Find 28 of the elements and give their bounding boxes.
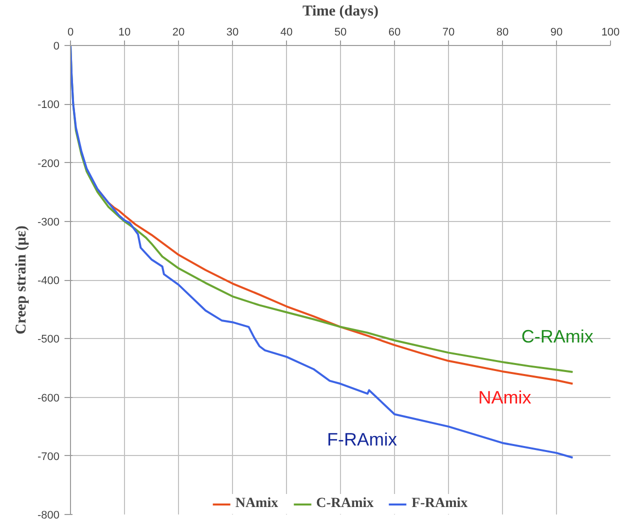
x-tick-label: 0 [67,26,74,38]
x-tick-label: 80 [496,26,509,38]
y-tick-label: -200 [37,158,60,170]
y-tick-label: -700 [37,450,60,463]
x-tick-label: 20 [172,26,185,38]
x-axis-title: Time (days) [302,4,378,20]
legend-label: F-RAmix [412,496,468,512]
y-tick-label: -500 [37,334,60,346]
x-tick-label: 90 [550,26,563,38]
y-tick-label: -300 [37,216,60,228]
x-tick-label: 50 [334,26,347,38]
y-tick-label: -600 [37,392,60,404]
y-tick-label: 0 [53,40,60,52]
x-tick-label: 30 [226,26,239,38]
x-tick-label: 40 [280,26,293,38]
y-axis-title: Creep strain (με) [13,226,30,334]
annotation: NAmix [478,387,532,408]
x-tick-label: 60 [388,26,401,38]
y-tick-label: -400 [37,275,60,287]
legend-label: NAmix [235,496,278,512]
x-tick-label: 100 [601,26,620,38]
annotation: C-RAmix [521,326,594,346]
annotation: F-RAmix [327,429,397,450]
y-tick-label: -100 [37,99,60,112]
legend-label: C-RAmix [316,496,374,512]
x-tick-label: 70 [442,26,455,38]
x-tick-label: 10 [118,26,131,38]
y-tick-label: -800 [37,510,60,522]
